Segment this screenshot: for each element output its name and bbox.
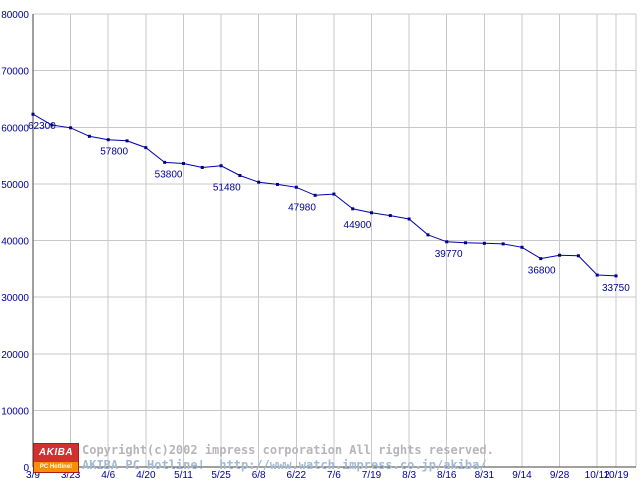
data-point-marker: [576, 254, 580, 258]
price-line: [32, 113, 617, 277]
data-point-marker: [520, 245, 524, 249]
x-tick-label: 3/9: [26, 470, 40, 480]
data-point-label: 51480: [213, 182, 241, 193]
data-point-marker: [332, 192, 336, 196]
data-point-marker: [200, 165, 204, 169]
data-point-marker: [482, 241, 486, 245]
y-tick-label: 80000: [1, 10, 29, 21]
data-point-marker: [595, 273, 599, 277]
x-tick-label: 9/14: [512, 470, 532, 480]
akiba-logo: AKIBA PC Hotline!: [33, 443, 79, 473]
x-tick-label: 8/3: [402, 470, 416, 480]
data-point-marker: [558, 253, 562, 257]
data-point-marker: [87, 134, 91, 138]
data-point-marker: [294, 185, 298, 189]
y-tick-label: 70000: [1, 67, 29, 78]
x-tick-label: 7/19: [362, 470, 382, 480]
x-tick-label: 3/23: [61, 470, 81, 480]
data-point-label: 44900: [344, 220, 372, 231]
data-point-marker: [275, 182, 279, 186]
x-tick-label: 4/6: [101, 470, 115, 480]
x-tick-label: 10/12: [585, 470, 610, 480]
y-tick-label: 40000: [1, 237, 29, 248]
data-point-label: 53800: [155, 169, 183, 180]
x-tick-label: 5/11: [174, 470, 193, 480]
data-point-marker: [69, 126, 73, 130]
data-point-marker: [614, 274, 618, 278]
akiba-logo-strip-text: PC Hotline!: [34, 462, 78, 472]
x-tick-label: 8/31: [475, 470, 495, 480]
data-point-marker: [219, 164, 223, 168]
site-url-text: AKIBA PC Hotline! http://www.watch.impre…: [82, 458, 487, 472]
data-point-label: 57800: [100, 147, 128, 158]
data-point-marker: [426, 233, 430, 237]
data-point-marker: [181, 161, 185, 165]
y-tick-label: 30000: [1, 293, 29, 304]
data-point-marker: [445, 240, 449, 244]
data-point-marker: [106, 138, 110, 142]
data-point-marker: [125, 139, 129, 143]
data-point-label: 36800: [528, 266, 556, 277]
y-tick-label: 10000: [1, 406, 29, 417]
data-point-label: 62300: [28, 121, 56, 132]
data-point-marker: [313, 193, 317, 197]
data-point-marker: [370, 211, 374, 215]
data-point-marker: [163, 160, 167, 164]
y-tick-label: 60000: [1, 123, 29, 134]
y-tick-label: 0: [23, 463, 29, 474]
x-tick-label: 6/8: [252, 470, 266, 480]
y-tick-label: 20000: [1, 350, 29, 361]
x-tick-label: 7/6: [327, 470, 341, 480]
akiba-logo-text: AKIBA: [38, 447, 74, 458]
data-point-marker: [464, 241, 468, 245]
data-point-marker: [238, 173, 242, 177]
data-point-marker: [407, 217, 411, 221]
data-point-label: 47980: [288, 202, 316, 213]
data-point-marker: [144, 146, 148, 150]
data-point-label: 33750: [602, 283, 630, 294]
data-point-marker: [351, 207, 355, 211]
data-point-marker: [501, 242, 505, 246]
data-point-marker: [50, 123, 54, 127]
x-tick-label: 9/28: [550, 470, 570, 480]
y-tick-label: 50000: [1, 180, 29, 191]
data-point-marker: [388, 214, 392, 218]
data-point-marker: [257, 180, 261, 184]
data-point-marker: [31, 112, 35, 116]
x-tick-label: 8/16: [437, 470, 457, 480]
x-tick-label: 5/25: [211, 470, 231, 480]
data-point-marker: [539, 257, 543, 261]
copyright-text: Copyright(c)2002 impress corporation All…: [82, 443, 494, 457]
x-tick-label: 4/20: [136, 470, 156, 480]
x-tick-label: 10/19: [603, 470, 628, 480]
x-tick-label: 6/22: [287, 470, 307, 480]
data-point-label: 39770: [435, 249, 463, 260]
